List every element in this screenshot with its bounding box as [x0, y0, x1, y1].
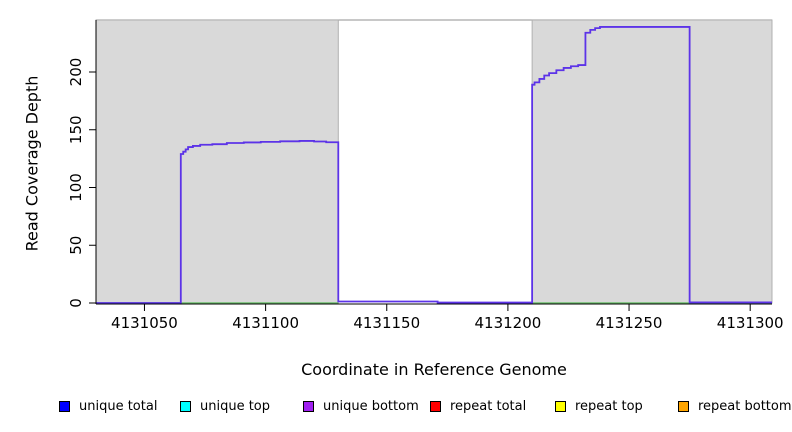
- legend-label: repeat total: [450, 398, 527, 414]
- legend-swatch-icon: [555, 400, 566, 412]
- x-tick-label: 4131150: [353, 314, 420, 332]
- x-tick-label: 4131250: [596, 314, 663, 332]
- y-axis-title: Read Coverage Depth: [22, 75, 42, 252]
- y-tick-label: 0: [67, 298, 85, 308]
- legend-item-repeat-total: repeat total: [430, 398, 526, 414]
- y-tick-label: 50: [67, 236, 85, 255]
- y-tick-label: 200: [67, 58, 85, 87]
- legend-swatch-icon: [180, 400, 191, 412]
- legend-swatch-icon: [430, 400, 441, 412]
- legend-item-repeat-top: repeat top: [555, 398, 643, 414]
- legend-label: unique total: [79, 398, 158, 414]
- legend-label: repeat bottom: [698, 398, 792, 414]
- x-axis-title: Coordinate in Reference Genome: [301, 360, 567, 379]
- legend-item-unique-bottom: unique bottom: [303, 398, 419, 414]
- legend-item-unique-total: unique total: [59, 398, 157, 414]
- shaded-region: [95, 19, 339, 304]
- legend-label: unique top: [200, 398, 271, 414]
- y-tick-label: 150: [67, 115, 85, 144]
- legend-swatch-icon: [59, 400, 70, 412]
- x-tick-label: 4131100: [232, 314, 299, 332]
- legend-swatch-icon: [678, 400, 689, 412]
- legend-swatch-icon: [303, 400, 314, 412]
- coverage-curve: [96, 26, 772, 304]
- x-tick-label: 4131050: [111, 314, 178, 332]
- y-tick-label: 100: [67, 173, 85, 202]
- legend-item-repeat-bottom: repeat bottom: [678, 398, 792, 414]
- shaded-region: [531, 19, 773, 304]
- x-tick-label: 4131300: [717, 314, 784, 332]
- x-tick-label: 4131200: [474, 314, 541, 332]
- legend-label: unique bottom: [323, 398, 419, 414]
- legend-label: repeat top: [575, 398, 643, 414]
- legend: unique total unique top unique bottom repea…: [0, 398, 792, 420]
- legend-item-unique-top: unique top: [180, 398, 270, 414]
